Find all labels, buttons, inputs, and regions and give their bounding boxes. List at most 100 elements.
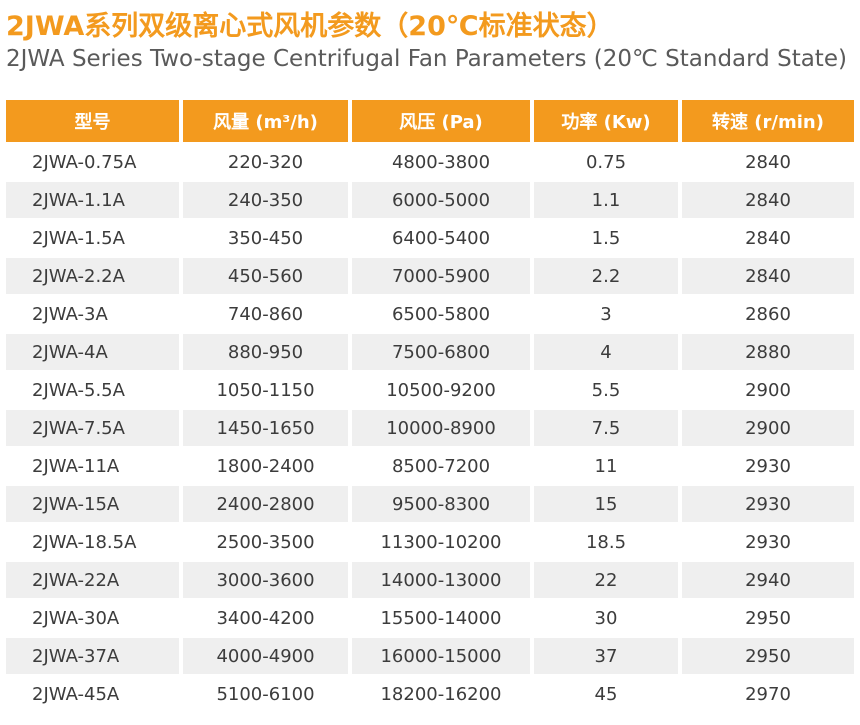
cell-power: 0.75 <box>534 144 678 180</box>
cell-air-pressure: 7000-5900 <box>352 258 530 294</box>
cell-power: 5.5 <box>534 372 678 408</box>
cell-air-pressure: 14000-13000 <box>352 562 530 598</box>
cell-air-pressure: 11300-10200 <box>352 524 530 560</box>
cell-air-pressure: 15500-14000 <box>352 600 530 636</box>
cell-power: 1.5 <box>534 220 678 256</box>
cell-air-pressure: 6400-5400 <box>352 220 530 256</box>
cell-power: 1.1 <box>534 182 678 218</box>
cell-air-volume: 350-450 <box>183 220 348 256</box>
table-row: 2JWA-1.1A 240-350 6000-5000 1.1 2840 <box>6 182 854 218</box>
cell-power: 7.5 <box>534 410 678 446</box>
cell-model: 2JWA-7.5A <box>6 410 179 446</box>
cell-speed: 2840 <box>682 182 854 218</box>
cell-air-volume: 2500-3500 <box>183 524 348 560</box>
header-power: 功率 (Kw) <box>534 100 678 142</box>
cell-air-volume: 5100-6100 <box>183 676 348 712</box>
cell-air-volume: 3000-3600 <box>183 562 348 598</box>
cell-air-volume: 450-560 <box>183 258 348 294</box>
cell-power: 37 <box>534 638 678 674</box>
cell-speed: 2940 <box>682 562 854 598</box>
table-row: 2JWA-45A 5100-6100 18200-16200 45 2970 <box>6 676 854 712</box>
cell-power: 4 <box>534 334 678 370</box>
cell-air-volume: 880-950 <box>183 334 348 370</box>
table-row: 2JWA-11A 1800-2400 8500-7200 11 2930 <box>6 448 854 484</box>
table-row: 2JWA-0.75A 220-320 4800-3800 0.75 2840 <box>6 144 854 180</box>
cell-air-volume: 2400-2800 <box>183 486 348 522</box>
cell-speed: 2900 <box>682 372 854 408</box>
table-row: 2JWA-18.5A 2500-3500 11300-10200 18.5 2930 <box>6 524 854 560</box>
cell-speed: 2970 <box>682 676 854 712</box>
table-row: 2JWA-7.5A 1450-1650 10000-8900 7.5 2900 <box>6 410 854 446</box>
cell-model: 2JWA-45A <box>6 676 179 712</box>
table-row: 2JWA-5.5A 1050-1150 10500-9200 5.5 2900 <box>6 372 854 408</box>
cell-air-pressure: 4800-3800 <box>352 144 530 180</box>
cell-speed: 2900 <box>682 410 854 446</box>
cell-model: 2JWA-1.5A <box>6 220 179 256</box>
cell-speed: 2950 <box>682 600 854 636</box>
cell-air-pressure: 8500-7200 <box>352 448 530 484</box>
cell-air-pressure: 7500-6800 <box>352 334 530 370</box>
cell-speed: 2950 <box>682 638 854 674</box>
cell-air-volume: 1800-2400 <box>183 448 348 484</box>
cell-model: 2JWA-4A <box>6 334 179 370</box>
table-row: 2JWA-4A 880-950 7500-6800 4 2880 <box>6 334 854 370</box>
table-row: 2JWA-37A 4000-4900 16000-15000 37 2950 <box>6 638 854 674</box>
cell-model: 2JWA-2.2A <box>6 258 179 294</box>
cell-speed: 2840 <box>682 144 854 180</box>
cell-speed: 2880 <box>682 334 854 370</box>
cell-air-pressure: 6500-5800 <box>352 296 530 332</box>
page-subtitle: 2JWA Series Two-stage Centrifugal Fan Pa… <box>6 46 847 72</box>
cell-air-pressure: 6000-5000 <box>352 182 530 218</box>
cell-power: 30 <box>534 600 678 636</box>
cell-air-volume: 240-350 <box>183 182 348 218</box>
cell-air-volume: 3400-4200 <box>183 600 348 636</box>
cell-model: 2JWA-0.75A <box>6 144 179 180</box>
page-title: 2JWA系列双级离心式风机参数（20℃标准状态） <box>6 11 614 42</box>
cell-air-pressure: 10000-8900 <box>352 410 530 446</box>
header-air-pressure: 风压 (Pa) <box>352 100 530 142</box>
header-air-volume: 风量 (m³/h) <box>183 100 348 142</box>
cell-air-volume: 1050-1150 <box>183 372 348 408</box>
cell-power: 22 <box>534 562 678 598</box>
fan-parameters-table: 型号 风量 (m³/h) 风压 (Pa) 功率 (Kw) 转速 (r/min) … <box>6 100 854 714</box>
cell-model: 2JWA-37A <box>6 638 179 674</box>
cell-air-pressure: 18200-16200 <box>352 676 530 712</box>
cell-power: 15 <box>534 486 678 522</box>
table-body: 2JWA-0.75A 220-320 4800-3800 0.75 2840 2JWA-1… <box>6 144 854 712</box>
header-model: 型号 <box>6 100 179 142</box>
header-speed: 转速 (r/min) <box>682 100 854 142</box>
cell-air-pressure: 16000-15000 <box>352 638 530 674</box>
cell-model: 2JWA-22A <box>6 562 179 598</box>
cell-speed: 2840 <box>682 220 854 256</box>
cell-air-volume: 1450-1650 <box>183 410 348 446</box>
table-row: 2JWA-3A 740-860 6500-5800 3 2860 <box>6 296 854 332</box>
cell-power: 45 <box>534 676 678 712</box>
cell-speed: 2840 <box>682 258 854 294</box>
cell-model: 2JWA-1.1A <box>6 182 179 218</box>
cell-air-volume: 4000-4900 <box>183 638 348 674</box>
table-header-row: 型号 风量 (m³/h) 风压 (Pa) 功率 (Kw) 转速 (r/min) <box>6 100 854 142</box>
cell-power: 11 <box>534 448 678 484</box>
table-row: 2JWA-1.5A 350-450 6400-5400 1.5 2840 <box>6 220 854 256</box>
cell-model: 2JWA-3A <box>6 296 179 332</box>
table-row: 2JWA-15A 2400-2800 9500-8300 15 2930 <box>6 486 854 522</box>
cell-air-pressure: 9500-8300 <box>352 486 530 522</box>
cell-speed: 2930 <box>682 524 854 560</box>
cell-air-pressure: 10500-9200 <box>352 372 530 408</box>
cell-model: 2JWA-18.5A <box>6 524 179 560</box>
cell-speed: 2860 <box>682 296 854 332</box>
cell-power: 3 <box>534 296 678 332</box>
cell-air-volume: 740-860 <box>183 296 348 332</box>
table-row: 2JWA-22A 3000-3600 14000-13000 22 2940 <box>6 562 854 598</box>
cell-speed: 2930 <box>682 448 854 484</box>
cell-speed: 2930 <box>682 486 854 522</box>
cell-air-volume: 220-320 <box>183 144 348 180</box>
cell-power: 2.2 <box>534 258 678 294</box>
cell-model: 2JWA-11A <box>6 448 179 484</box>
cell-model: 2JWA-5.5A <box>6 372 179 408</box>
cell-model: 2JWA-30A <box>6 600 179 636</box>
table-row: 2JWA-30A 3400-4200 15500-14000 30 2950 <box>6 600 854 636</box>
cell-model: 2JWA-15A <box>6 486 179 522</box>
cell-power: 18.5 <box>534 524 678 560</box>
table-row: 2JWA-2.2A 450-560 7000-5900 2.2 2840 <box>6 258 854 294</box>
